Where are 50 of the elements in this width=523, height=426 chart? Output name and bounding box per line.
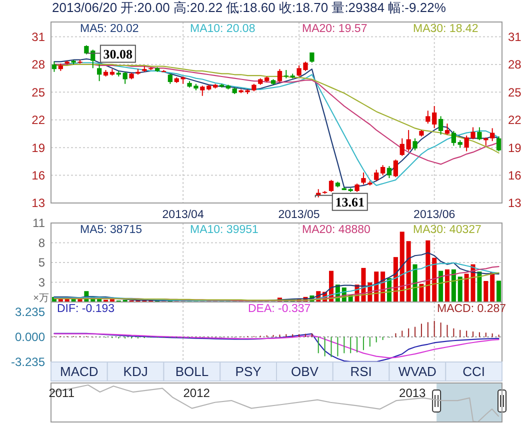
text: MA5: 20.02 (80, 23, 139, 35)
y-tick-label: 13 (32, 196, 46, 210)
series-label: MACD: 0.287 (437, 303, 506, 315)
text: RSI (350, 364, 372, 379)
y2-tick-label: 22 (508, 113, 522, 128)
y-tick-label: 0.000 (14, 330, 46, 344)
x-tick-label: 2013 (399, 386, 426, 400)
y-tick-label: 25 (32, 85, 46, 100)
y-tick-label: 11 (32, 216, 46, 230)
y2-tick-label: 25 (508, 85, 522, 100)
y2-tick-label: 31 (508, 30, 522, 44)
text: MA10: 20.08 (190, 23, 256, 35)
y2-tick-label: 28 (508, 58, 522, 72)
y-axis-title: ×万 (33, 293, 49, 304)
text: KDJ (123, 364, 148, 379)
text: MA20: 48880 (302, 224, 370, 236)
text: BOLL (175, 364, 209, 379)
chart-title: 2013/06/20 开:20.00 高:20.22 低:18.60 收:18.70 量:29384 幅:-9.22% (52, 0, 446, 15)
y2-tick-label: 16 (508, 168, 522, 182)
series-label: DIF: -0.193 (57, 303, 115, 315)
annotation: 13.61 (335, 194, 365, 210)
y-tick-label: 19 (32, 140, 46, 155)
y-tick-label: 8 (38, 236, 46, 250)
x-tick-label: 2012 (183, 386, 210, 400)
series-label: DEA: -0.337 (248, 303, 311, 315)
text: MA30: 18.42 (413, 23, 478, 35)
annotation: 30.08 (103, 46, 134, 62)
text: MA10: 39951 (190, 224, 258, 236)
text: PSY (235, 364, 262, 379)
text: MA30: 40327 (413, 224, 482, 236)
text: CCI (462, 364, 486, 379)
x-tick-label: 2013/05 (278, 209, 320, 221)
y-tick-label: -3.235 (10, 355, 46, 370)
text: MA20: 19.57 (302, 23, 368, 35)
x-tick-label: 2013/04 (162, 209, 204, 221)
y2-tick-label: 19 (508, 140, 522, 155)
text: MA5: 38715 (80, 224, 142, 236)
y-tick-label: 16 (32, 168, 46, 182)
text: MACD (60, 364, 98, 379)
y-tick-label: 5 (38, 256, 46, 270)
y-tick-label: 31 (32, 30, 46, 44)
y-tick-label: 3 (38, 275, 46, 290)
x-tick-label: 2011 (48, 386, 75, 400)
text: OBV (290, 364, 319, 379)
y-tick-label: 28 (32, 58, 46, 72)
y-tick-label: 22 (32, 113, 46, 128)
text: WVAD (398, 364, 436, 379)
x-tick-label: 2013/06 (414, 209, 456, 221)
y-tick-label: 3.235 (14, 305, 46, 320)
y2-tick-label: 13 (508, 196, 522, 210)
